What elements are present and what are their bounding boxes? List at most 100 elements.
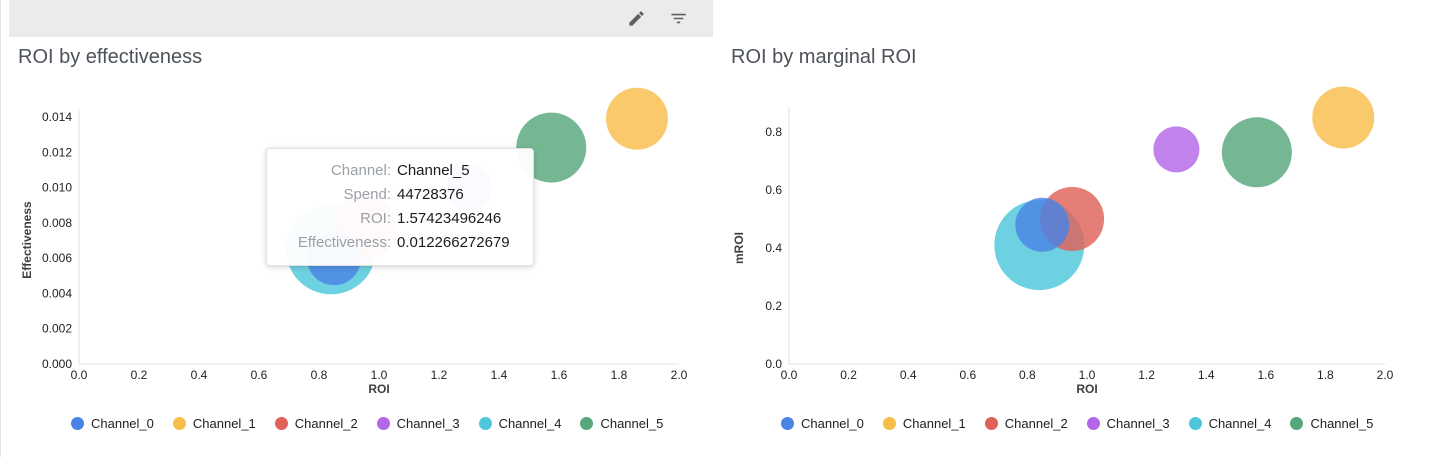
x-tick-label: 1.2 [431,368,448,382]
legend-label: Channel_0 [801,415,864,431]
x-tick-label: 0.2 [840,368,857,382]
legend-dot [781,416,794,430]
legend-dot [580,416,594,430]
legend-label: Channel_2 [1004,415,1068,431]
x-tick-label: 2.0 [671,368,688,382]
x-axis-title: ROI [368,382,389,396]
y-tick-label: 0.010 [42,181,72,195]
legend-item-Channel_3[interactable]: Channel_3 [376,415,460,431]
legend-item-Channel_4[interactable]: Channel_4 [478,416,561,431]
x-tick-label: 0.0 [71,368,88,382]
x-tick-label: 0.2 [131,368,148,382]
x-tick-label: 1.4 [491,368,508,382]
x-tick-label: 1.8 [1317,368,1334,382]
y-tick-label: 0.006 [42,251,72,265]
legend-label: Channel_1 [902,415,966,431]
bubble-Channel_0[interactable] [1015,197,1070,252]
legend-dot [1290,416,1304,430]
x-tick-label: 0.4 [900,368,917,382]
legend-dot [71,416,84,430]
x-tick-label: 0.4 [191,368,208,382]
y-tick-label: 0.0 [765,357,782,371]
legend-label: Channel_5 [600,415,664,431]
edit-button[interactable] [623,6,649,32]
legend-dot [1086,416,1100,430]
tooltip-value: 44728376 [397,186,464,203]
x-tick-label: 1.4 [1198,368,1215,382]
y-tick-label: 0.012 [42,145,72,159]
legend-label: Channel_3 [1106,415,1170,431]
legend-item-Channel_0[interactable]: Channel_0 [781,416,864,431]
legend-dot [274,416,288,430]
legend-item-Channel_5[interactable]: Channel_5 [1290,416,1373,431]
chart-title-roi-effectiveness: ROI by effectiveness [18,46,203,68]
y-tick-label: 0.8 [765,125,782,139]
y-tick-label: 0.014 [42,110,72,124]
tooltip-row-effectiveness: Effectiveness: 0.012266272679 [273,231,519,255]
legend-right: Channel_0 Channel_1 Channel_2 Channel_3 Chan… [781,411,1373,435]
legend-item-Channel_2[interactable]: Channel_2 [274,415,358,431]
legend-item-Channel_1[interactable]: Channel_1 [172,415,256,431]
legend-dot [172,416,186,430]
tooltip-row-roi: ROI: 1.57423496246 [273,207,519,231]
chart-tooltip: Channel: Channel_5 Spend: 44728376 ROI: … [266,148,534,266]
x-tick-label: 1.0 [1079,368,1096,382]
legend-label: Channel_0 [91,415,154,431]
y-tick-label: 0.000 [42,357,72,371]
legend-item-Channel_5[interactable]: Channel_5 [580,416,663,431]
legend-label: Channel_1 [192,415,256,431]
legend-dot [882,416,896,430]
legend-dot [1188,416,1202,430]
tooltip-label: Spend: [343,186,391,203]
chart-toolbar [9,0,713,37]
x-tick-label: 1.0 [371,368,388,382]
y-tick-label: 0.4 [765,241,782,255]
tooltip-value: 0.012266272679 [397,234,510,251]
y-tick-label: 0.004 [42,286,72,300]
x-axis-title: ROI [1076,382,1097,396]
chart-title-roi-marginal-roi: ROI by marginal ROI [731,46,917,68]
x-tick-label: 1.2 [1138,368,1155,382]
y-tick-label: 0.008 [42,216,72,230]
bubble-Channel_1[interactable] [606,87,668,150]
filter-button[interactable] [665,6,691,32]
bubble-Channel_3[interactable] [1153,126,1200,173]
tooltip-value: Channel_5 [397,162,470,179]
tooltip-row-spend: Spend: 44728376 [273,183,519,207]
x-tick-label: 0.0 [781,368,798,382]
bubble-Channel_5[interactable] [1221,117,1292,188]
x-tick-label: 2.0 [1377,368,1394,382]
edit-pencil-icon [627,9,646,28]
tooltip-row-channel: Channel: Channel_5 [273,159,519,183]
legend-label: Channel_4 [1208,415,1272,431]
y-tick-label: 0.002 [42,322,72,336]
x-tick-label: 0.6 [251,368,268,382]
roi-marginal-roi-chart[interactable]: ROI mROI 0.0 0.2 0.4 0.6 0.8 1.0 1.2 1.4 1.6 1.8 2… [721,82,1425,412]
tooltip-value: 1.57423496246 [397,210,502,227]
y-axis-title: Effectiveness [20,201,34,279]
legend-left: Channel_0 Channel_1 Channel_2 Channel_3 Chan… [71,411,663,435]
y-tick-label: 0.2 [765,299,782,313]
tooltip-label: Channel: [330,162,391,179]
y-tick-label: 0.6 [765,183,782,197]
legend-item-Channel_2[interactable]: Channel_2 [984,415,1068,431]
tooltip-label: ROI: [360,210,391,227]
x-tick-label: 0.6 [959,368,976,382]
x-tick-label: 1.8 [611,368,628,382]
legend-dot [376,416,390,430]
legend-dot [984,416,998,430]
legend-item-Channel_3[interactable]: Channel_3 [1086,415,1170,431]
legend-item-Channel_0[interactable]: Channel_0 [71,416,154,431]
tooltip-label: Effectiveness: [297,234,391,251]
legend-label: Channel_3 [396,415,460,431]
y-axis-title: mROI [732,232,746,264]
legend-label: Channel_2 [294,415,358,431]
x-tick-label: 1.6 [551,368,568,382]
legend-item-Channel_4[interactable]: Channel_4 [1188,415,1272,431]
legend-dot [478,416,492,430]
legend-item-Channel_1[interactable]: Channel_1 [882,415,966,431]
x-tick-label: 0.8 [311,368,328,382]
filter-list-icon [669,9,688,28]
legend-label: Channel_5 [1310,415,1374,431]
bubble-Channel_1[interactable] [1312,86,1375,149]
